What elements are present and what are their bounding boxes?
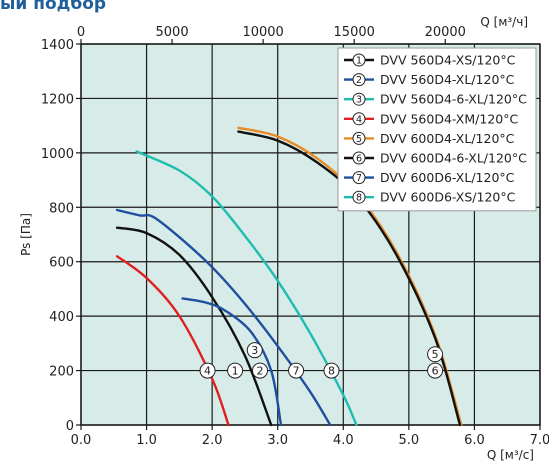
- y-tick-label: 800: [49, 201, 74, 216]
- x2-tick-label: 10000: [242, 25, 283, 40]
- legend-entry-2: DVV 560D4-XL/120°C: [380, 72, 515, 87]
- y-tick-label: 200: [49, 365, 74, 380]
- x-axis-label: Q [м³/с]: [487, 448, 534, 461]
- legend-marker-5: [352, 131, 366, 145]
- curve-marker-4: [199, 362, 216, 379]
- curve-marker-label-1: 1: [232, 365, 239, 378]
- curve-marker-6: [427, 362, 444, 379]
- x2-tick-label: 15000: [334, 25, 375, 40]
- legend-marker-4: [352, 112, 366, 126]
- y-tick-label: 1000: [41, 147, 74, 162]
- series-line-4: [115, 255, 230, 427]
- x-tick-label: 0.0: [71, 433, 92, 448]
- curve-marker-label-2: 2: [257, 365, 264, 378]
- curve-marker-label-4: 4: [204, 365, 211, 378]
- y-tick-label: 1200: [41, 92, 74, 107]
- curve-marker-1: [227, 362, 244, 379]
- legend-marker-label-7: 7: [356, 173, 362, 184]
- legend-marker-label-5: 5: [356, 134, 362, 145]
- series-line-3: [135, 150, 358, 427]
- legend-marker-label-4: 4: [356, 114, 362, 125]
- curve-marker-label-6: 6: [432, 365, 439, 378]
- legend-marker-label-2: 2: [356, 75, 362, 86]
- series-line-7: [115, 208, 332, 427]
- curve-marker-label-7: 7: [293, 365, 300, 378]
- y-tick-label: 400: [49, 310, 74, 325]
- curve-marker-label-3: 3: [251, 344, 258, 357]
- legend-box: [337, 47, 537, 212]
- series-line-1: [115, 226, 273, 427]
- y-tick-label: 0: [66, 419, 74, 434]
- legend-marker-label-1: 1: [356, 56, 362, 67]
- legend-entry-4: DVV 560D4-XM/120°C: [380, 111, 518, 126]
- legend-entry-3: DVV 560D4-6-XL/120°C: [380, 92, 527, 107]
- curve-marker-2: [252, 362, 269, 379]
- legend-marker-8: [352, 190, 366, 204]
- legend-entry-5: DVV 600D4-XL/120°C: [380, 131, 515, 146]
- x-tick-label: 5.0: [399, 433, 420, 448]
- legend-marker-3: [352, 92, 366, 106]
- legend-entry-6: DVV 600D4-6-XL/120°C: [380, 151, 527, 166]
- legend-marker-label-8: 8: [356, 193, 362, 204]
- y-axis-label: Ps [Па]: [19, 213, 33, 256]
- plot-border: [80, 43, 541, 426]
- curve-marker-8: [323, 362, 340, 379]
- y-tick-label: 1400: [41, 38, 74, 53]
- series-line-2: [181, 297, 283, 427]
- x-tick-label: 6.0: [464, 433, 485, 448]
- curve-marker-7: [288, 362, 305, 379]
- x-tick-label: 2.0: [202, 433, 223, 448]
- x2-tick-label: 20000: [425, 25, 466, 40]
- legend-entry-8: DVV 600D6-XS/120°C: [380, 190, 516, 205]
- curve-marker-label-5: 5: [432, 348, 439, 361]
- x-tick-label: 1.0: [136, 433, 157, 448]
- x2-tick-label: 0: [77, 25, 85, 40]
- x2-axis-label: Q [м³/ч]: [480, 15, 528, 29]
- legend-entry-1: DVV 560D4-XS/120°C: [380, 53, 516, 68]
- legend-marker-7: [352, 171, 366, 185]
- curve-marker-5: [427, 346, 444, 363]
- x-tick-label: 7.0: [530, 433, 549, 448]
- legend-entry-7: DVV 600D6-XL/120°C: [380, 170, 515, 185]
- curve-marker-3: [246, 342, 263, 359]
- legend-marker-1: [352, 53, 366, 67]
- legend-marker-6: [352, 151, 366, 165]
- legend-marker-label-6: 6: [356, 154, 362, 165]
- page-title: ый подбор: [0, 0, 107, 14]
- legend-marker-label-3: 3: [356, 95, 362, 106]
- x-tick-label: 4.0: [333, 433, 354, 448]
- legend-marker-2: [352, 73, 366, 87]
- x2-tick-label: 5000: [156, 25, 189, 40]
- y-tick-label: 600: [49, 256, 74, 271]
- curve-marker-label-8: 8: [328, 365, 335, 378]
- x-tick-label: 3.0: [267, 433, 288, 448]
